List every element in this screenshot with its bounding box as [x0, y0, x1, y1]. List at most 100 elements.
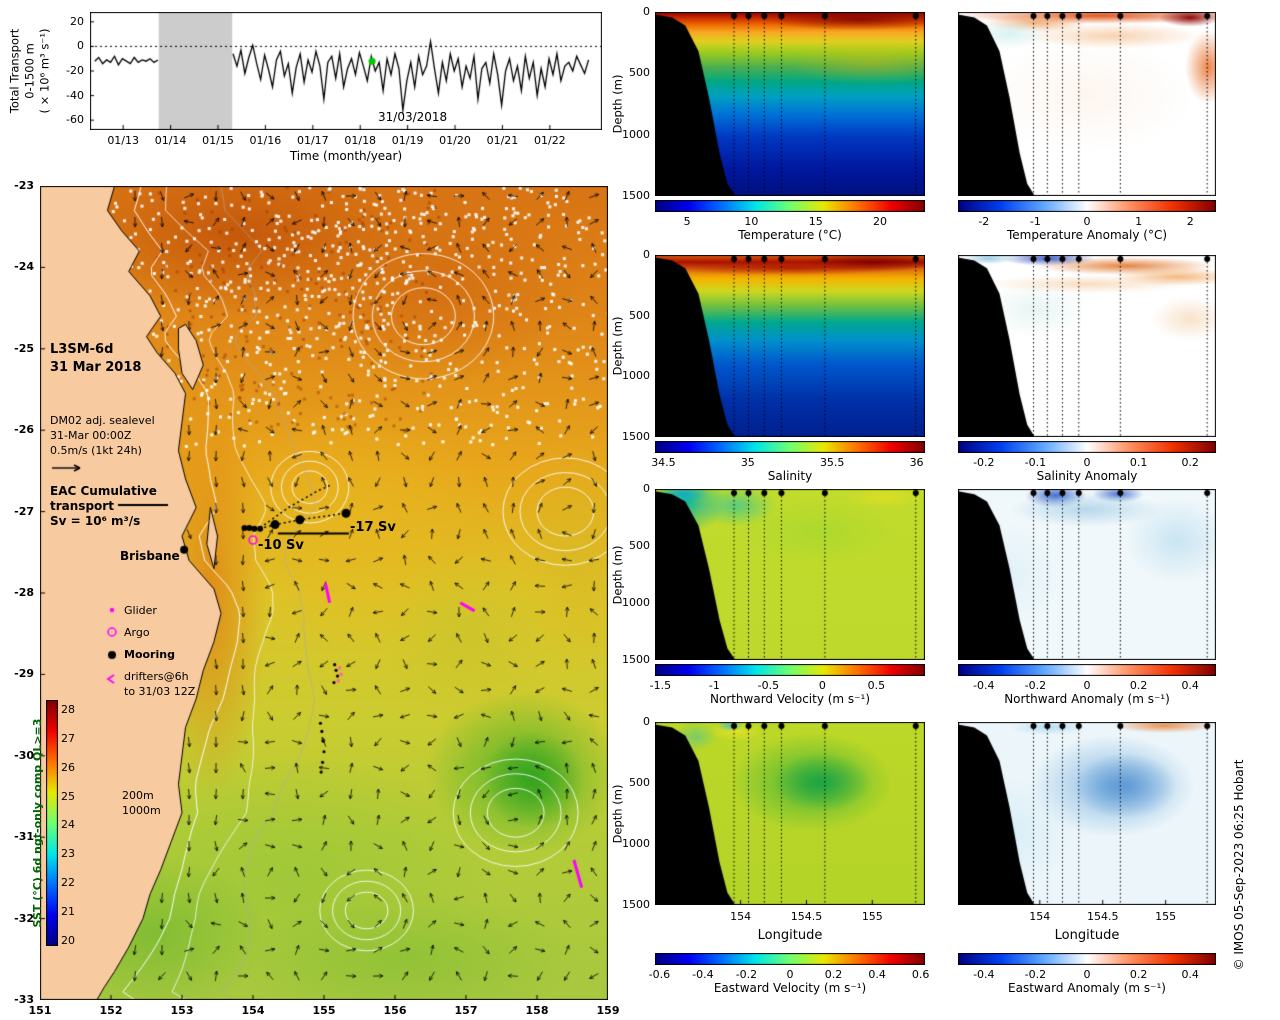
lon-axis-label: Longitude — [757, 928, 823, 943]
colorbar-tick-label: 0.2 — [1129, 679, 1148, 692]
map-y-tick-label: -23 — [14, 179, 34, 192]
map-x-tick-label: 154 — [241, 1004, 265, 1017]
colorbar-tick-label: 34.5 — [651, 456, 676, 469]
depth-tick-label: 0 — [643, 5, 650, 18]
depth-tick-label: 0 — [643, 482, 650, 495]
sst-colorbar-tick-label: 28 — [61, 702, 75, 716]
colorbar-canvas — [958, 200, 1216, 212]
ylabel-line-1: Total Transport — [7, 28, 22, 114]
transport-plot-canvas — [90, 12, 602, 130]
map-x-tick-label: 156 — [383, 1004, 407, 1017]
x-tick-label: 01/18 — [344, 134, 377, 147]
depth-tick-label: 1000 — [622, 127, 650, 141]
map-date-label: 31 Mar 2018 — [50, 360, 142, 375]
map-dm02-line2: 31-Mar 00:00Z — [50, 429, 132, 442]
colorbar-tick-label: 0 — [1083, 968, 1091, 981]
colorbar-tick-label: 0.4 — [868, 968, 886, 981]
colorbar-tick-label: -0.6 — [648, 968, 671, 981]
map-legend-argo: Argo — [124, 626, 150, 639]
panel-title: Salinity Anomaly — [1036, 469, 1138, 483]
depth-axis-label: Depth (m) — [610, 784, 625, 843]
colorbar-tick-label: 15 — [808, 215, 823, 228]
depth-axis-label: Depth (m) — [610, 74, 625, 134]
colorbar-tick-label: 1 — [1135, 215, 1143, 228]
depth-tick-label: 500 — [629, 776, 650, 789]
copyright-text: © IMOS 05-Sep-2023 06:25 Hobart — [1232, 759, 1247, 971]
map-x-tick-label: 153 — [170, 1004, 194, 1017]
colorbar-tick-label: 20 — [873, 215, 887, 228]
panel-title: Eastward Anomaly (m s⁻¹) — [1008, 981, 1166, 995]
panel-title: Salinity — [767, 469, 813, 483]
colorbar-tick-label: 0.2 — [1181, 456, 1199, 469]
map-y-tick-label: -31 — [14, 830, 34, 844]
colorbar-tick-label: -0.4 — [692, 968, 714, 981]
map-brisbane-label: Brisbane — [120, 549, 180, 563]
colorbar-tick-label: 0.2 — [1129, 968, 1148, 981]
colorbar-tick-label: 0 — [1083, 215, 1091, 228]
map-transport10-label: -10 Sv — [258, 538, 304, 553]
x-tick-label: 01/17 — [296, 134, 329, 147]
colorbar-tick-label: 36 — [909, 456, 924, 469]
panel-title: Northward Velocity (m s⁻¹) — [709, 692, 871, 706]
panel-title: Temperature (°C) — [738, 228, 842, 242]
colorbar-canvas — [958, 953, 1216, 965]
transport-x-axis-label: Time (month/year) — [289, 149, 403, 163]
section-panel-canvas — [958, 12, 1216, 196]
depth-axis-label: Depth (m) — [610, 316, 625, 376]
map-y-tick-label: -30 — [14, 748, 34, 762]
colorbar-tick-label: -0.1 — [1024, 456, 1047, 469]
colorbar-tick-label: 5 — [683, 215, 691, 228]
ylabel-line-3: ( × 10⁶ m³ s⁻¹) — [37, 28, 52, 114]
colorbar-tick-label: -1.5 — [649, 679, 672, 692]
section-panel-canvas — [655, 489, 925, 660]
map-y-tick-label: -26 — [14, 423, 34, 437]
map-eac-line1: EAC Cumulative — [50, 484, 157, 498]
lon-tick-label: 154.5 — [1086, 910, 1119, 923]
map-isobath-200m-label: 200m — [122, 789, 154, 802]
colorbar-tick-label: -1 — [1029, 215, 1041, 228]
colorbar-tick-label: -0.4 — [973, 679, 995, 692]
depth-tick-label: 500 — [629, 539, 650, 552]
colorbar-tick-label: 2 — [1186, 215, 1194, 228]
colorbar-tick-label: -0.2 — [735, 968, 758, 981]
depth-tick-label: 1500 — [622, 653, 650, 666]
map-y-tick-label: -33 — [14, 993, 34, 1006]
map-legend-glider: Glider — [124, 604, 157, 617]
colorbar-tick-label: 0 — [818, 679, 826, 692]
ylabel-line-2: 0-1500 m — [22, 43, 37, 99]
y-tick-label: -60 — [66, 113, 84, 127]
panel-title: Northward Anomaly (m s⁻¹) — [1004, 692, 1170, 706]
colorbar-tick-label: 0.4 — [1181, 968, 1199, 981]
y-tick-label: -20 — [66, 64, 84, 77]
map-dm02-line1: DM02 adj. sealevel — [50, 414, 155, 427]
colorbar-canvas — [655, 200, 925, 212]
colorbar-canvas — [958, 441, 1216, 453]
colorbar-tick-label: -1 — [708, 679, 720, 692]
colorbar-tick-label: -2 — [978, 215, 990, 228]
depth-tick-label: 1500 — [622, 898, 650, 911]
transport-date-label: 31/03/2018 — [378, 110, 448, 124]
map-x-tick-label: 152 — [99, 1004, 123, 1017]
section-panel-canvas — [958, 722, 1216, 905]
section-panel-canvas — [958, 255, 1216, 437]
sst-colorbar-tick-label: 27 — [61, 731, 75, 745]
colorbar-tick-label: -0.4 — [973, 968, 995, 981]
map-dm02-line3: 0.5m/s (1kt 24h) — [50, 444, 142, 457]
sst-colorbar-tick-label: 25 — [61, 789, 75, 803]
x-tick-label: 01/21 — [486, 134, 519, 147]
sst-colorbar-canvas — [46, 700, 58, 946]
colorbar-tick-label: 0.5 — [867, 679, 886, 692]
colorbar-tick-label: -0.2 — [1024, 679, 1047, 692]
sst-colorbar-tick-label: 20 — [61, 934, 75, 948]
depth-tick-label: 1000 — [622, 837, 650, 850]
x-tick-label: 01/14 — [154, 134, 187, 147]
map-product-label: L3SM-6d — [50, 342, 114, 357]
y-tick-label: 20 — [70, 14, 84, 28]
section-panel-canvas — [655, 255, 925, 437]
transport-y-axis-label: Total Transport 0-1500 m ( × 10⁶ m³ s⁻¹) — [8, 29, 53, 114]
map-y-tick-label: -28 — [14, 586, 34, 599]
section-panel-canvas — [655, 722, 925, 905]
map-y-tick-label: -24 — [14, 260, 34, 274]
map-transport17-label: -17 Sv — [350, 520, 396, 535]
